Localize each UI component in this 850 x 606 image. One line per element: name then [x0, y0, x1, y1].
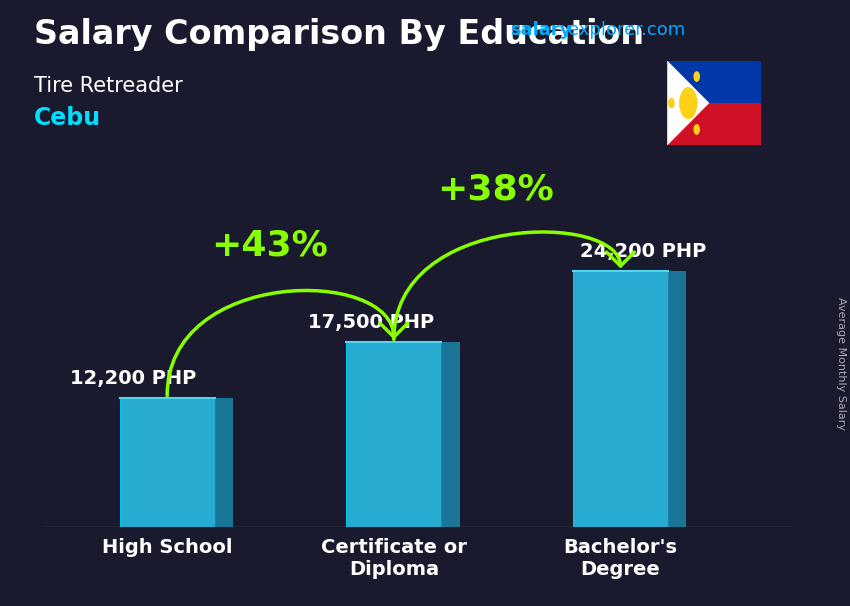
Circle shape: [694, 72, 700, 81]
Text: Cebu: Cebu: [34, 106, 101, 130]
Text: Salary Comparison By Education: Salary Comparison By Education: [34, 18, 644, 51]
Text: Tire Retreader: Tire Retreader: [34, 76, 183, 96]
Circle shape: [680, 88, 697, 118]
Text: +43%: +43%: [211, 228, 327, 262]
Polygon shape: [667, 61, 709, 145]
Text: salary: salary: [510, 21, 571, 39]
Text: Average Monthly Salary: Average Monthly Salary: [836, 297, 846, 430]
Circle shape: [694, 125, 700, 134]
Bar: [346, 342, 441, 527]
Text: 24,200 PHP: 24,200 PHP: [580, 242, 706, 261]
Polygon shape: [441, 342, 460, 527]
Text: 12,200 PHP: 12,200 PHP: [70, 369, 196, 388]
Bar: [120, 398, 215, 527]
Text: explorer.com: explorer.com: [568, 21, 685, 39]
Polygon shape: [668, 270, 686, 527]
FancyArrowPatch shape: [167, 290, 408, 396]
Text: 17,500 PHP: 17,500 PHP: [308, 313, 434, 332]
Text: +38%: +38%: [438, 173, 554, 207]
Bar: [573, 270, 668, 527]
FancyArrowPatch shape: [394, 232, 634, 339]
Circle shape: [669, 98, 674, 108]
Bar: [667, 61, 761, 103]
Bar: [667, 103, 761, 145]
Polygon shape: [215, 398, 233, 527]
